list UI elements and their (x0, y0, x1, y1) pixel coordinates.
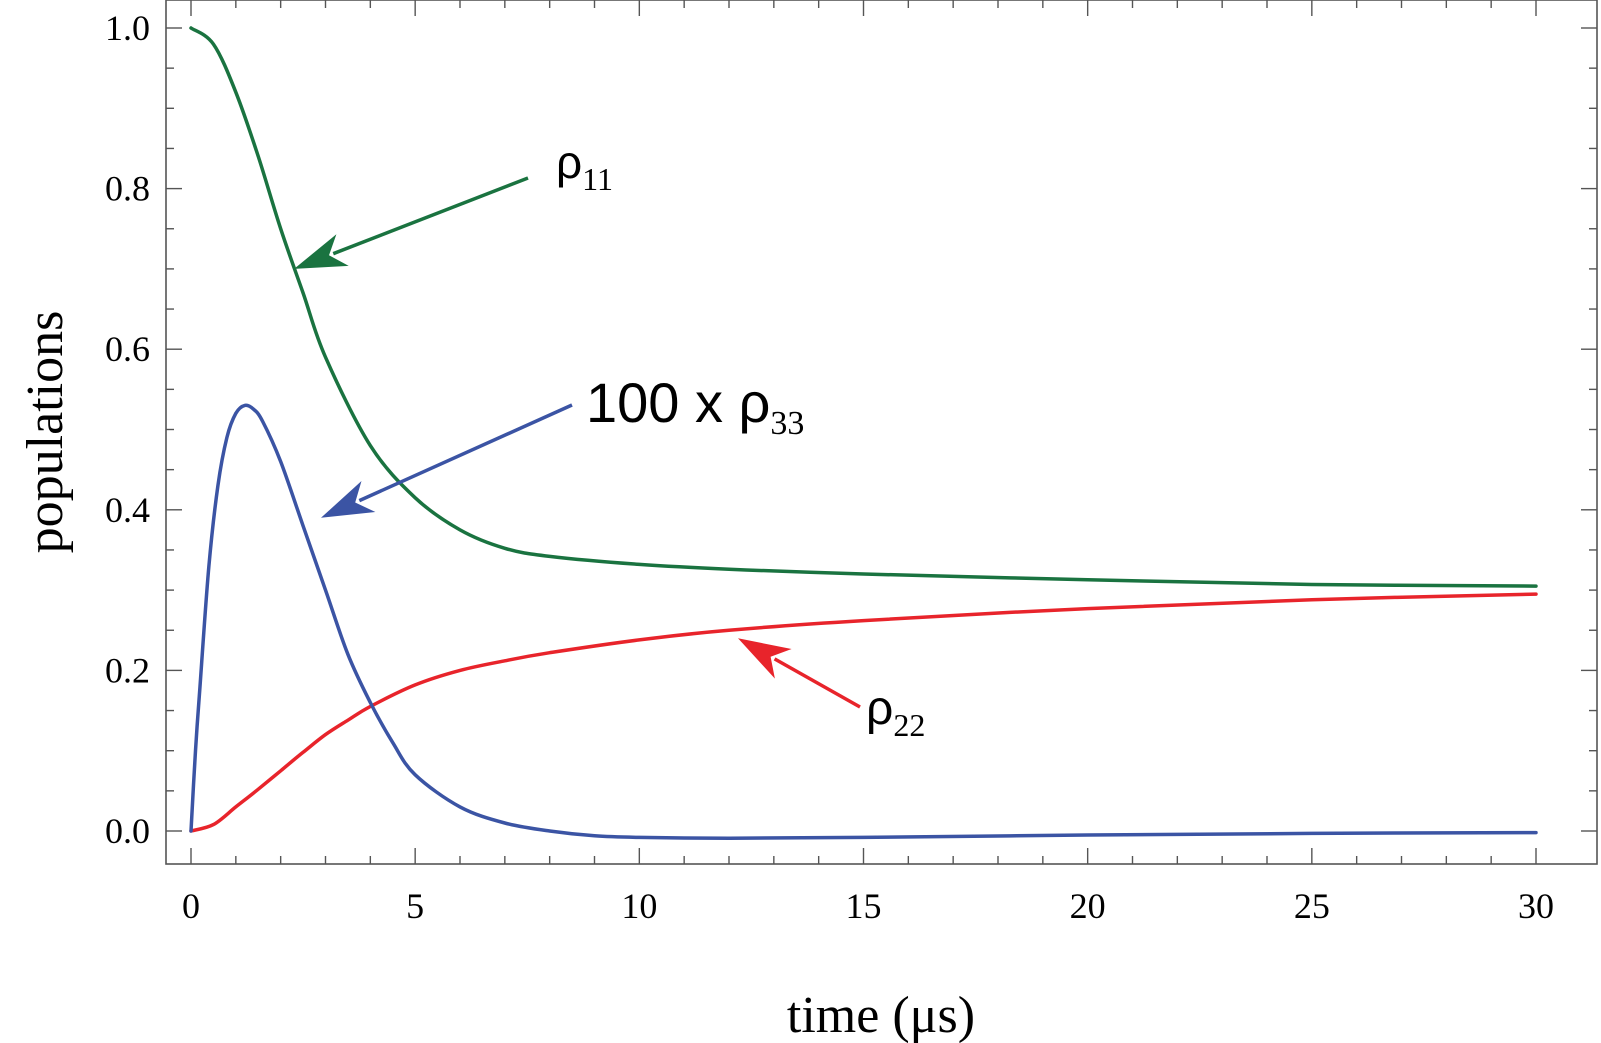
series-annotation-label: ρ11 (556, 136, 613, 197)
series-layer (189, 26, 1538, 840)
axis-ticks (166, 0, 1597, 864)
arrow-shaft (358, 403, 573, 503)
arrow-head (321, 481, 376, 518)
annotation-subscript: 11 (582, 161, 613, 197)
x-axis-label: time (μs) (787, 987, 975, 1043)
plot-frame (165, 0, 1598, 865)
annotation-main: ρ (556, 136, 582, 188)
tick-labels: 0 5 10 15 20 25 30 0.0 0.2 0.4 0.6 0.8 1.0 (105, 8, 1554, 926)
series-line-3 (189, 403, 1538, 840)
y-tick-label: 0.6 (105, 329, 150, 369)
arrow-shaft (773, 657, 861, 709)
y-tick-label: 0.2 (105, 650, 150, 690)
annotation-main: ρ (866, 682, 893, 735)
x-tick-label: 0 (182, 886, 200, 926)
series-line-1 (189, 26, 1538, 588)
x-tick-label: 30 (1518, 886, 1554, 926)
x-tick-label: 20 (1070, 886, 1106, 926)
annotation-main: 100 x ρ (586, 371, 770, 434)
x-tick-label: 15 (846, 886, 882, 926)
annotation-subscript: 33 (770, 405, 804, 442)
y-axis-label: populations (17, 311, 74, 554)
x-tick-label: 25 (1294, 886, 1330, 926)
arrow-head (738, 638, 792, 679)
series-annotation-label: ρ22 (866, 682, 925, 743)
annotation-subscript: 22 (893, 707, 925, 743)
y-tick-label: 0.8 (105, 169, 150, 209)
y-tick-label: 0.4 (105, 490, 150, 530)
y-tick-label: 0.0 (105, 811, 150, 851)
x-tick-label: 5 (406, 886, 424, 926)
arrow-shaft (332, 176, 529, 256)
x-tick-label: 10 (621, 886, 657, 926)
series-line-2 (189, 592, 1538, 833)
series-annotation-label: 100 x ρ33 (586, 371, 804, 442)
arrow-head (294, 234, 349, 269)
y-tick-label: 1.0 (105, 8, 150, 48)
